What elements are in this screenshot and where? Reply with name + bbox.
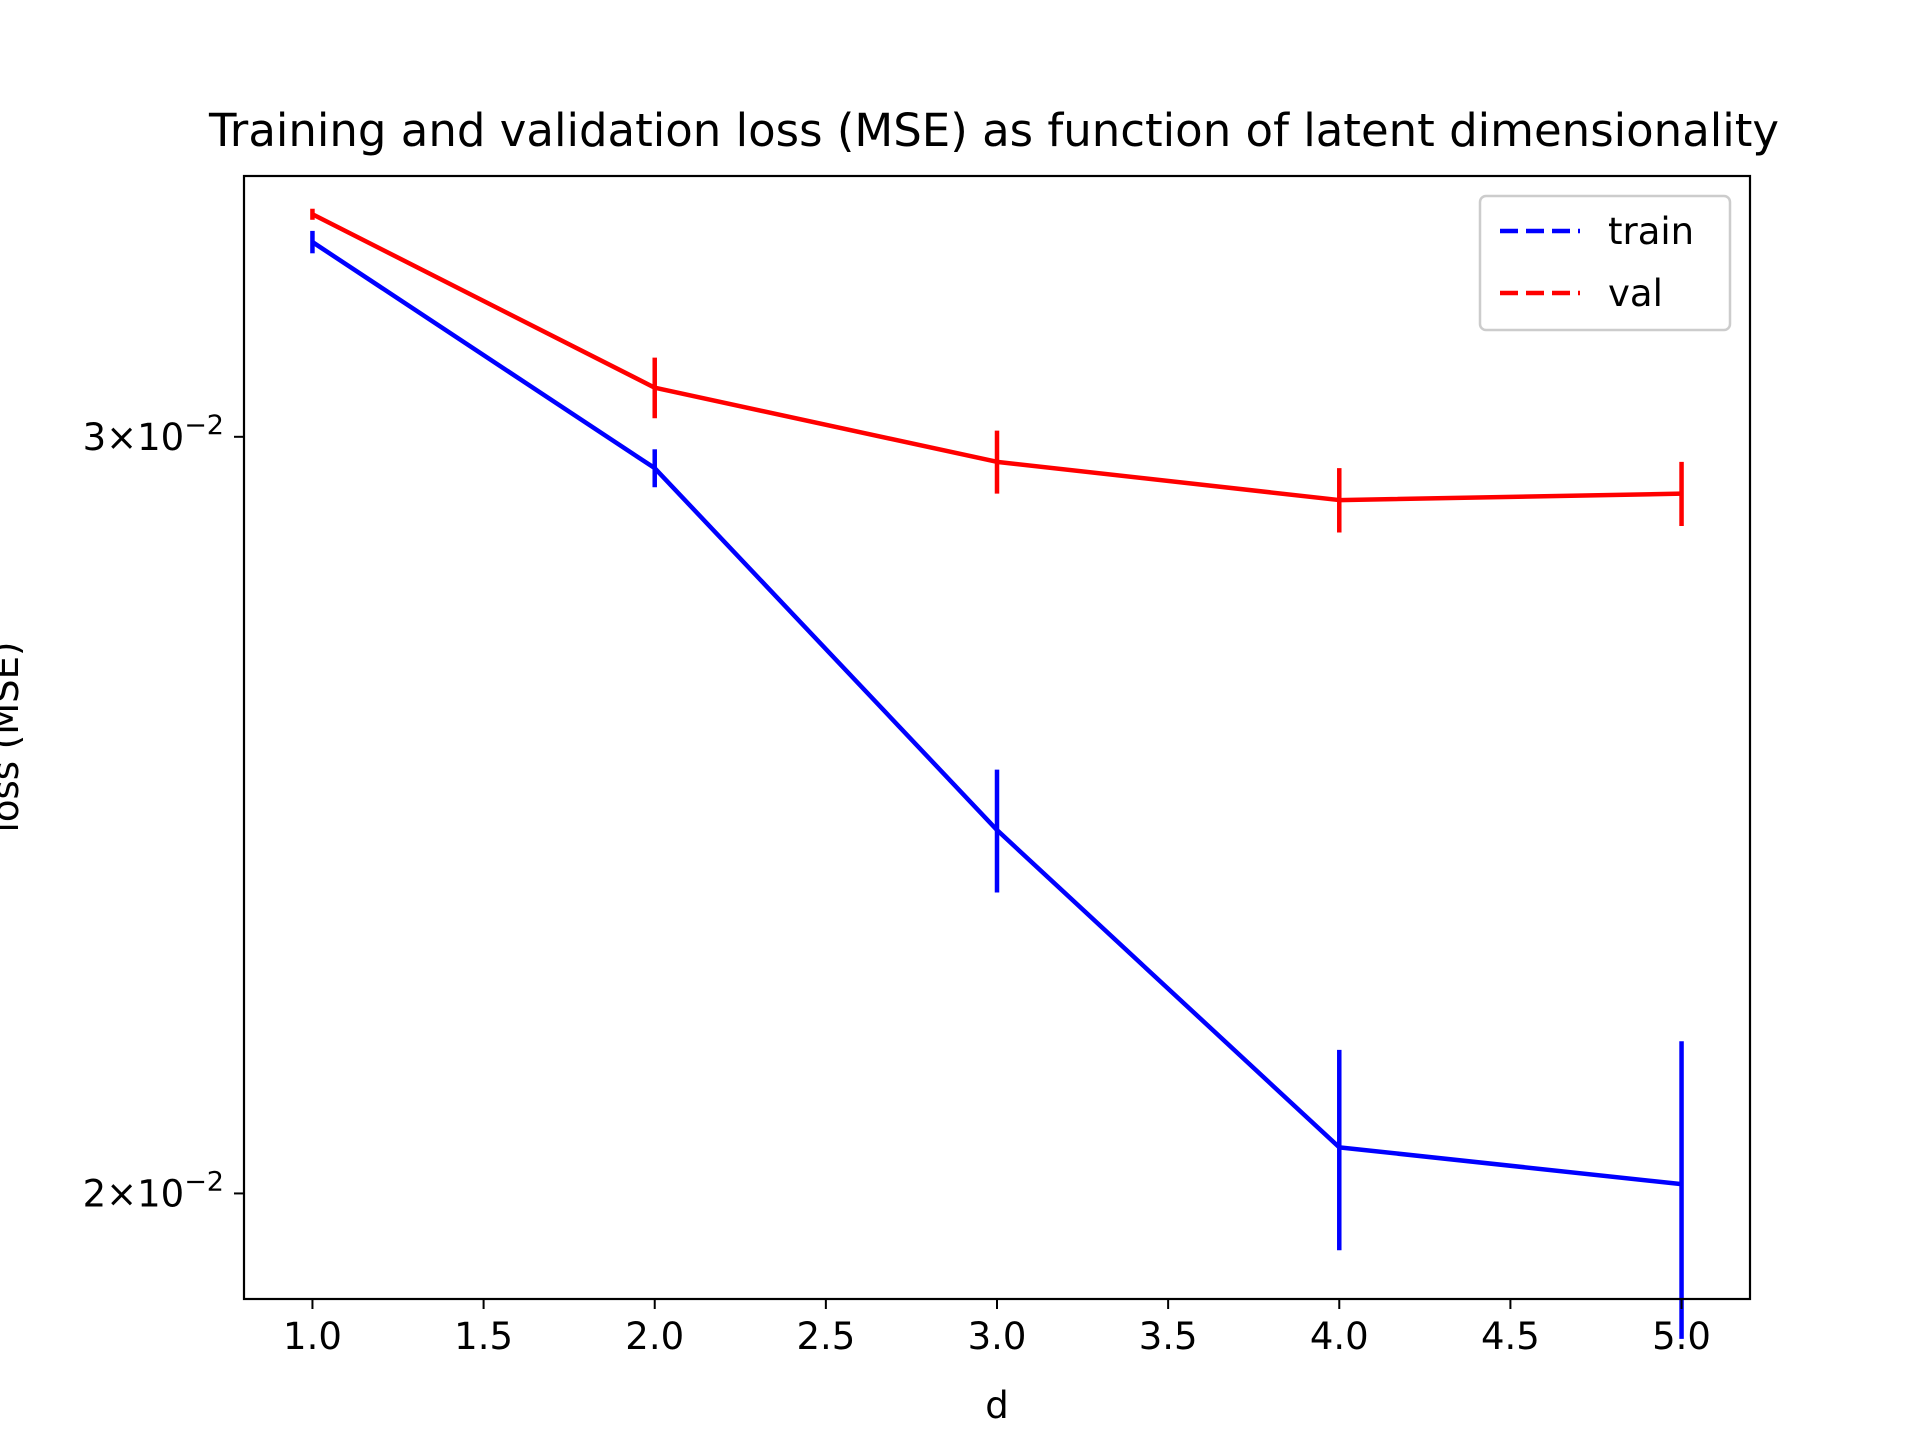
x-axis: 1.0 1.5 2.0 2.5 3.0 3.5 4.0 4.5 5.0 — [283, 1299, 1711, 1358]
x-tick-label: 4.5 — [1481, 1315, 1540, 1358]
x-tick-label: 2.5 — [796, 1315, 855, 1358]
y-axis: 2×10−2 3×10−2 — [83, 410, 244, 1215]
legend: train val — [1478, 194, 1732, 332]
x-tick-label: 5.0 — [1652, 1315, 1711, 1358]
x-tick-label: 1.5 — [454, 1315, 513, 1358]
x-tick-label: 1.0 — [283, 1315, 342, 1358]
legend-label-train: train — [1608, 210, 1694, 253]
chart-title: Training and validation loss (MSE) as fu… — [208, 104, 1779, 157]
legend-label-val: val — [1608, 272, 1663, 315]
y-tick-label: 2×10−2 — [83, 1166, 224, 1215]
x-axis-label: d — [985, 1384, 1009, 1427]
x-tick-label: 4.0 — [1310, 1315, 1369, 1358]
y-axis-label: loss (MSE) — [0, 642, 27, 833]
x-tick-label: 3.5 — [1139, 1315, 1198, 1358]
x-tick-label: 2.0 — [625, 1315, 684, 1358]
x-tick-label: 3.0 — [968, 1315, 1027, 1358]
series-layer — [310, 208, 1684, 1339]
y-tick-label: 3×10−2 — [83, 410, 224, 459]
